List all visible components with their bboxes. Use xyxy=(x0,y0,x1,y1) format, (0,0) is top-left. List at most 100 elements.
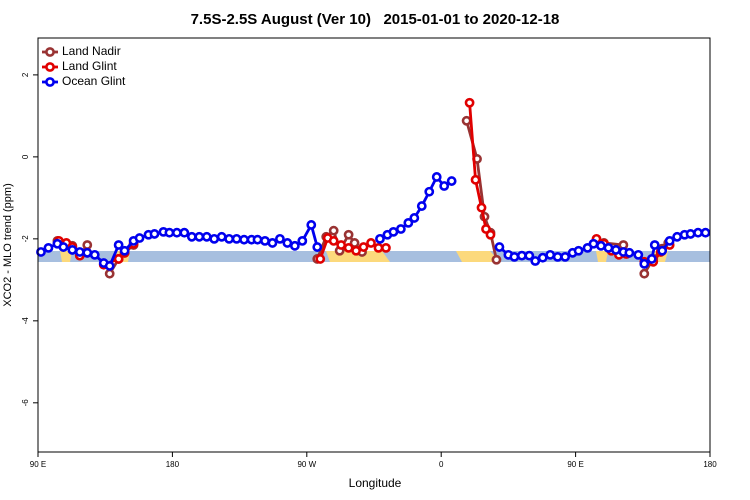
legend-label: Land Nadir xyxy=(62,44,121,58)
data-point xyxy=(381,242,391,253)
y-tick-label: -6 xyxy=(21,399,30,407)
data-point xyxy=(43,242,54,253)
data-point xyxy=(649,240,660,250)
data-point xyxy=(171,227,182,238)
data-point xyxy=(186,231,197,242)
data-point xyxy=(693,227,703,238)
data-point xyxy=(685,229,696,239)
data-point xyxy=(588,238,599,249)
data-point xyxy=(343,229,354,240)
data-point xyxy=(104,261,115,271)
data-point xyxy=(67,245,78,255)
legend-marker xyxy=(45,62,55,72)
data-point xyxy=(113,254,124,264)
data-point xyxy=(388,226,399,237)
data-point xyxy=(328,236,339,246)
data-point xyxy=(439,181,450,191)
data-point xyxy=(275,233,285,244)
data-point xyxy=(516,250,527,261)
data-point xyxy=(464,97,475,108)
data-point xyxy=(476,202,487,213)
data-point xyxy=(315,254,326,264)
data-point xyxy=(260,236,270,246)
data-point xyxy=(134,233,145,243)
land-band xyxy=(60,251,72,262)
data-point xyxy=(461,115,472,126)
y-tick-label: -2 xyxy=(21,235,30,243)
data-point xyxy=(351,245,361,256)
data-point xyxy=(289,240,300,251)
data-point xyxy=(74,247,85,257)
data-point xyxy=(416,201,427,211)
data-point xyxy=(446,176,457,186)
data-point xyxy=(179,227,190,238)
data-point xyxy=(395,224,406,234)
x-tick-label: 90 W xyxy=(297,460,316,469)
data-point xyxy=(552,251,563,262)
land-band xyxy=(456,251,500,262)
x-tick-label: 90 E xyxy=(567,460,583,469)
data-point xyxy=(343,242,354,253)
data-point xyxy=(596,240,606,251)
data-point xyxy=(297,236,308,246)
data-point xyxy=(509,251,520,262)
data-point xyxy=(560,251,571,262)
data-point xyxy=(639,268,650,279)
data-point xyxy=(530,256,541,266)
legend-label: Land Glint xyxy=(62,59,117,73)
y-axis-label: XCO2 - MLO trend (ppm) xyxy=(2,183,14,306)
data-point xyxy=(375,233,385,244)
data-point xyxy=(336,240,347,250)
data-point xyxy=(239,234,249,245)
legend-marker xyxy=(45,47,55,57)
x-axis-label: Longitude xyxy=(349,476,402,490)
data-point xyxy=(82,247,93,258)
data-point xyxy=(224,233,235,244)
data-point xyxy=(424,186,435,197)
data-point xyxy=(470,174,481,185)
plot-frame xyxy=(37,37,711,453)
data-point xyxy=(36,247,46,257)
land-band xyxy=(596,251,608,262)
data-point xyxy=(89,249,100,260)
data-point xyxy=(104,268,115,279)
data-point xyxy=(194,231,205,242)
data-point xyxy=(639,258,650,269)
legend-marker xyxy=(45,77,55,87)
plot-area xyxy=(36,97,711,279)
data-point xyxy=(700,227,711,238)
data-point xyxy=(409,213,420,223)
data-point xyxy=(113,240,124,250)
data-point xyxy=(603,242,614,253)
x-tick-label: 90 E xyxy=(30,460,46,469)
data-point xyxy=(573,245,584,256)
data-point xyxy=(201,231,212,242)
x-tick-label: 180 xyxy=(703,460,717,469)
data-point xyxy=(485,229,496,240)
chart-title: 7.5S-2.5S August (Ver 10) 2015-01-01 to … xyxy=(191,11,560,28)
data-point xyxy=(633,249,644,260)
y-tick-label: -4 xyxy=(21,317,30,325)
data-point xyxy=(664,236,675,246)
x-tick-label: 0 xyxy=(439,460,444,469)
data-point xyxy=(373,242,384,253)
data-point xyxy=(491,254,502,265)
data-point xyxy=(431,172,442,182)
data-point xyxy=(328,225,339,236)
data-point xyxy=(312,242,323,252)
data-point xyxy=(58,242,69,252)
data-point xyxy=(216,231,227,242)
x-tick-label: 180 xyxy=(166,460,180,469)
legend-label: Ocean Glint xyxy=(62,74,126,88)
data-point xyxy=(164,227,175,238)
data-point xyxy=(209,233,220,244)
data-point xyxy=(252,234,263,245)
data-point xyxy=(306,220,317,230)
data-point xyxy=(646,254,657,264)
y-tick-label: 0 xyxy=(21,154,30,159)
data-point xyxy=(282,238,293,248)
data-point xyxy=(545,249,556,260)
data-point xyxy=(611,245,621,255)
data-point xyxy=(657,245,668,256)
